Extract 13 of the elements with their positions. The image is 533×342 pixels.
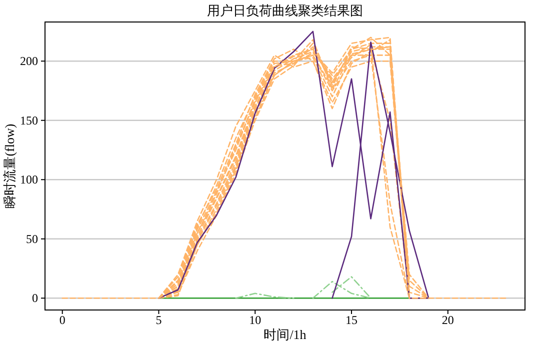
x-tick-label: 20 <box>442 313 454 327</box>
y-tick-label: 100 <box>20 172 38 187</box>
x-tick-label: 10 <box>249 313 262 327</box>
chart-title: 用户日负荷曲线聚类结果图 <box>207 3 363 18</box>
x-tick-label: 0 <box>59 313 66 327</box>
y-tick-label: 50 <box>26 232 38 246</box>
y-tick-label: 0 <box>32 291 38 306</box>
y-tick-label: 200 <box>20 54 38 68</box>
x-tick-label: 15 <box>346 313 358 327</box>
x-tick-label: 5 <box>156 313 162 327</box>
x-axis-title: 时间/1h <box>264 327 307 342</box>
y-axis-title: 瞬时流量(flow) <box>2 124 17 208</box>
y-tick-label: 150 <box>20 113 38 128</box>
